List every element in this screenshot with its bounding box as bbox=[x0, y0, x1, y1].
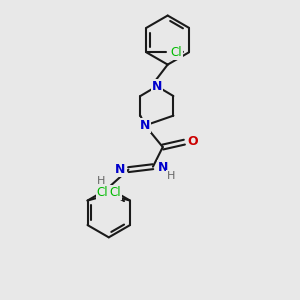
Text: N: N bbox=[158, 161, 168, 174]
Text: Cl: Cl bbox=[170, 46, 182, 59]
Text: N: N bbox=[116, 163, 126, 176]
Text: Cl: Cl bbox=[97, 186, 108, 199]
Text: H: H bbox=[167, 170, 175, 181]
Text: N: N bbox=[140, 119, 150, 132]
Text: H: H bbox=[97, 176, 105, 186]
Text: N: N bbox=[152, 80, 162, 93]
Text: O: O bbox=[187, 135, 197, 148]
Text: Cl: Cl bbox=[109, 186, 121, 199]
